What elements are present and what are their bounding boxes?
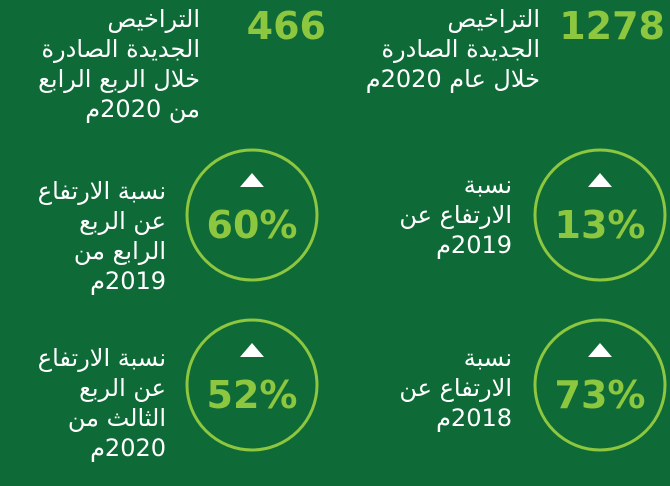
label-line: نسبة — [463, 344, 512, 372]
label-line: خلال عام 2020م — [365, 65, 540, 93]
label-line: الرابع من — [73, 237, 166, 265]
up-arrow — [588, 173, 612, 187]
label-line: نسبة الارتفاع — [37, 344, 166, 372]
label-line: خلال الربع الرابع — [38, 65, 200, 93]
growth-percent: 13% — [554, 203, 646, 247]
label-line: الثالث من — [67, 404, 166, 432]
ring — [533, 318, 667, 452]
label-line: عن الربع — [79, 207, 166, 235]
label-line: عن الربع — [79, 374, 166, 402]
label-line: التراخيص — [447, 5, 540, 33]
stat-number: 466 — [246, 4, 326, 48]
up-arrow — [240, 173, 264, 187]
stat-number: 1278 — [559, 4, 665, 48]
label-line: الارتفاع عن — [399, 374, 512, 402]
ring — [185, 318, 319, 452]
growth-percent: 52% — [206, 373, 298, 417]
label-line: الجديدة الصادرة — [381, 35, 540, 63]
label-line: 2018م — [436, 404, 512, 432]
label-line: نسبة الارتفاع — [37, 177, 166, 205]
up-arrow — [240, 343, 264, 357]
up-arrow — [588, 343, 612, 357]
label-line: من 2020م — [85, 95, 200, 123]
label-line: التراخيص — [107, 5, 200, 33]
label-line: 2019م — [90, 267, 166, 295]
ring — [185, 148, 319, 282]
label-line: الارتفاع عن — [399, 201, 512, 229]
label-line: 2020م — [90, 434, 166, 462]
label-line: 2019م — [436, 231, 512, 259]
growth-percent: 60% — [206, 203, 298, 247]
growth-percent: 73% — [554, 373, 646, 417]
ring — [533, 148, 667, 282]
label-line: نسبة — [463, 171, 512, 199]
label-line: الجديدة الصادرة — [41, 35, 200, 63]
